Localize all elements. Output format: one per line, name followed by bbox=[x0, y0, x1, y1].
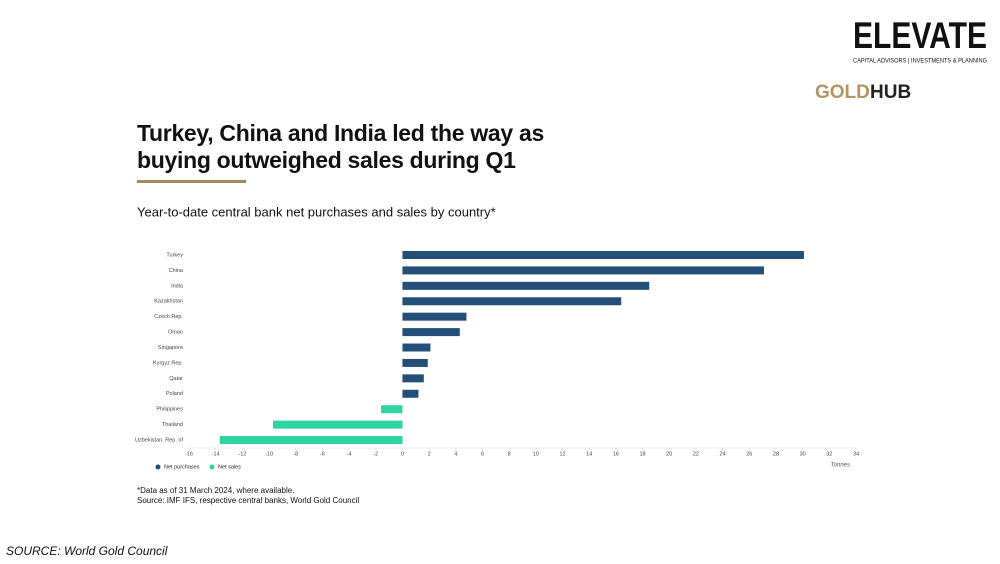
x-tick-label: 6 bbox=[481, 451, 484, 457]
y-tick-label: Philippines bbox=[156, 407, 183, 413]
bar bbox=[273, 420, 403, 429]
x-tick-label: 4 bbox=[454, 451, 457, 457]
y-tick-label: Poland bbox=[166, 391, 183, 397]
x-tick-label: 26 bbox=[746, 451, 752, 457]
x-tick-label: 12 bbox=[559, 451, 565, 457]
goldhub-gold: GOLD bbox=[815, 82, 870, 103]
x-tick-label: 16 bbox=[613, 451, 619, 457]
y-tick-label: Uzbekistan, Rep. of bbox=[135, 437, 183, 443]
x-tick-label: 8 bbox=[508, 451, 511, 457]
x-tick-label: -10 bbox=[265, 451, 273, 457]
legend-label: Net purchases bbox=[164, 464, 200, 470]
chart-title: Turkey, China and India led the way as b… bbox=[137, 120, 544, 173]
title-underline bbox=[137, 180, 246, 183]
x-tick-label: 14 bbox=[586, 451, 592, 457]
bar bbox=[402, 389, 419, 398]
bar bbox=[402, 297, 622, 306]
y-tick-label: Kazakhstan bbox=[154, 299, 183, 305]
x-tick-label: 2 bbox=[428, 451, 431, 457]
x-tick-label: 10 bbox=[533, 451, 539, 457]
bar bbox=[402, 343, 431, 352]
y-tick-label: China bbox=[169, 268, 184, 274]
logo: ELEVATE bbox=[853, 15, 987, 56]
x-axis-label: Tonnes bbox=[831, 463, 850, 469]
x-tick-label: 18 bbox=[639, 451, 645, 457]
chart-subtitle: Year-to-date central bank net purchases … bbox=[137, 204, 496, 219]
logo-tagline: CAPITAL ADVISORS | INVESTMENTS & PLANNIN… bbox=[853, 58, 987, 65]
legend-marker bbox=[155, 464, 161, 470]
x-tick-label: -2 bbox=[373, 451, 378, 457]
x-tick-label: 0 bbox=[401, 451, 404, 457]
x-tick-label: -6 bbox=[320, 451, 325, 457]
bar bbox=[402, 312, 467, 321]
x-tick-label: 30 bbox=[800, 451, 806, 457]
y-tick-label: India bbox=[171, 283, 184, 289]
y-tick-label: Qatar bbox=[169, 376, 183, 382]
x-tick-label: -14 bbox=[212, 451, 220, 457]
x-tick-label: -4 bbox=[347, 451, 352, 457]
bar bbox=[402, 281, 650, 290]
x-tick-label: -8 bbox=[293, 451, 298, 457]
bar bbox=[402, 374, 424, 383]
x-tick-label: 34 bbox=[853, 451, 859, 457]
source: SOURCE: World Gold Council bbox=[6, 544, 168, 558]
x-tick-label: 24 bbox=[720, 451, 726, 457]
x-tick-label: -16 bbox=[185, 451, 193, 457]
y-tick-label: Czech Rep. bbox=[154, 314, 183, 320]
bar bbox=[381, 405, 403, 414]
footnote: Source: IMF IFS, respective central bank… bbox=[137, 496, 359, 505]
bar bbox=[402, 251, 804, 259]
footnote: *Data as of 31 March 2024, where availab… bbox=[137, 486, 294, 495]
y-tick-label: Turkey bbox=[166, 252, 183, 258]
y-tick-label: Singapore bbox=[158, 345, 183, 351]
legend-label: Net sales bbox=[218, 464, 241, 470]
x-tick-label: 22 bbox=[693, 451, 699, 457]
bar bbox=[219, 436, 403, 445]
legend-marker bbox=[209, 464, 215, 470]
x-tick-label: -12 bbox=[238, 451, 246, 457]
y-tick-label: Oman bbox=[168, 330, 183, 336]
x-tick-label: 28 bbox=[773, 451, 779, 457]
bar bbox=[402, 328, 460, 337]
y-tick-label: Kyrgyz Rep. bbox=[153, 360, 183, 366]
goldhub-hub: HUB bbox=[870, 82, 911, 103]
x-tick-label: 32 bbox=[826, 451, 832, 457]
x-tick-label: 20 bbox=[666, 451, 672, 457]
y-tick-label: Thailand bbox=[162, 422, 183, 428]
bar bbox=[402, 266, 764, 275]
bar bbox=[402, 358, 428, 367]
